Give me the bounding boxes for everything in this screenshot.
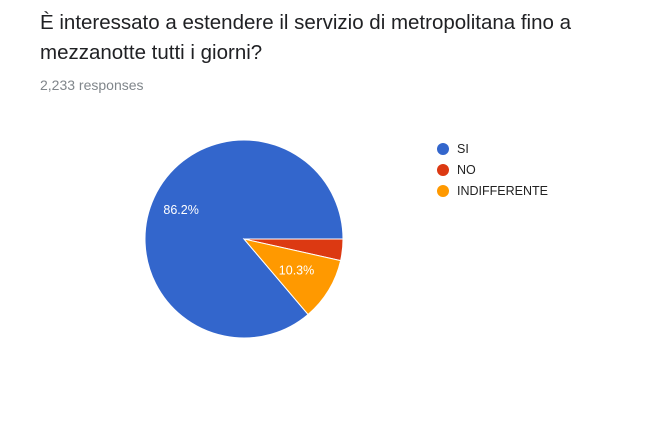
legend-item-si: SI bbox=[437, 138, 548, 159]
chart-legend: SI NO INDIFFERENTE bbox=[437, 138, 548, 201]
pie-slice-labels: 86.2% 10.3% bbox=[163, 203, 314, 278]
legend-swatch bbox=[437, 142, 449, 155]
legend-swatch bbox=[437, 184, 449, 197]
legend-label: SI bbox=[457, 141, 469, 156]
question-title: È interessato a estendere il servizio di… bbox=[40, 11, 572, 64]
pie-slices bbox=[144, 139, 344, 339]
legend-item-indifferente: INDIFFERENTE bbox=[437, 180, 548, 201]
legend-swatch bbox=[437, 163, 449, 176]
legend-item-no: NO bbox=[437, 159, 548, 180]
response-count: 2,233 responses bbox=[40, 77, 144, 93]
slice-label-si: 86.2% bbox=[163, 203, 198, 217]
legend-label: NO bbox=[457, 162, 476, 177]
slice-label-indifferente: 10.3% bbox=[279, 264, 314, 278]
legend-label: INDIFFERENTE bbox=[457, 183, 548, 198]
pie-slice-indifferente bbox=[242, 238, 342, 316]
